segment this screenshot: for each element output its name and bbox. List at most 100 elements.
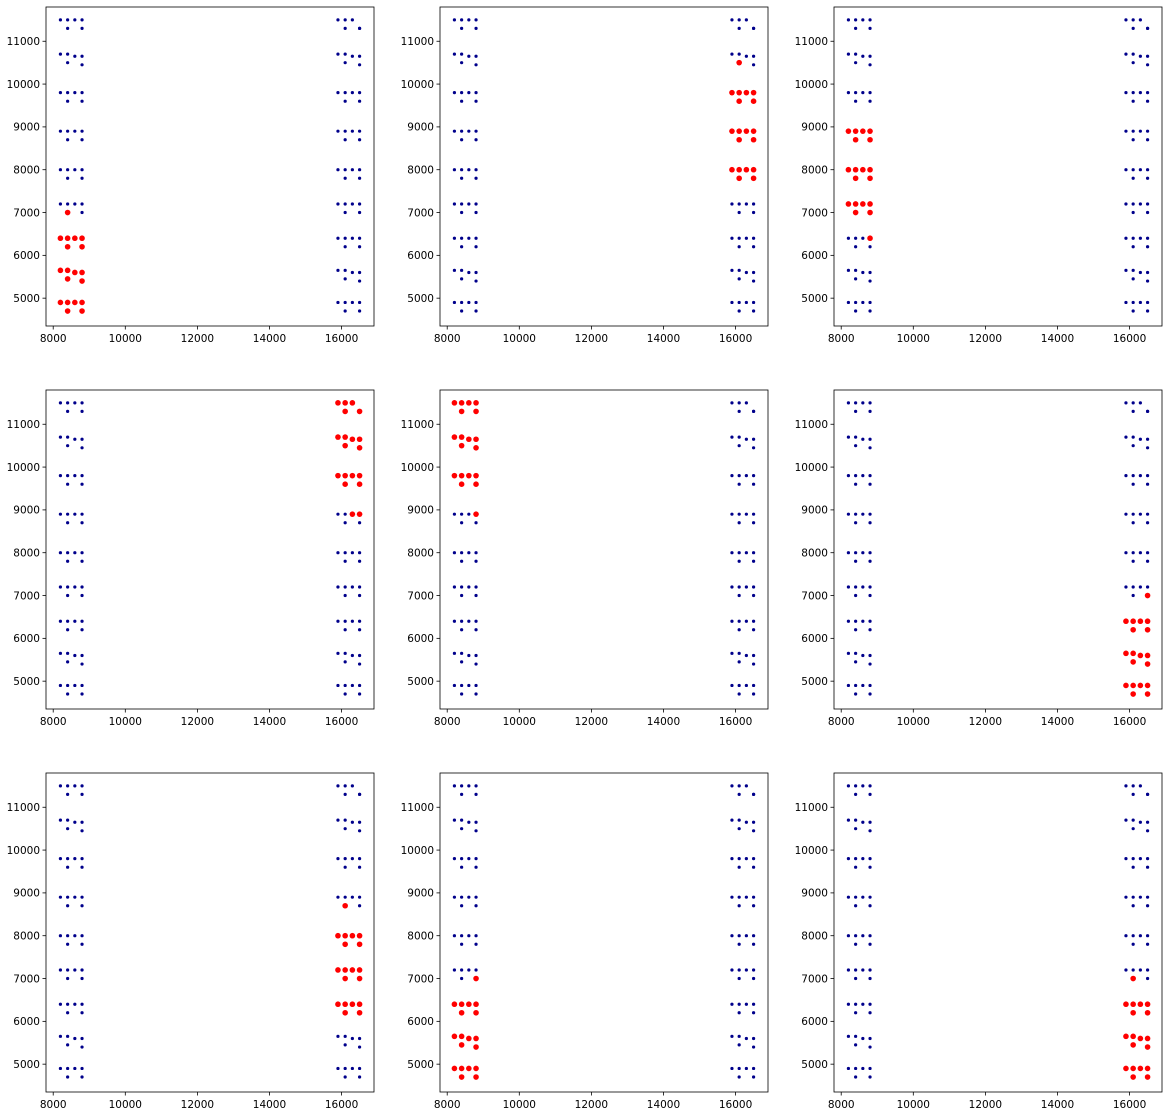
x-tick-label: 10000 bbox=[897, 716, 930, 728]
base-point bbox=[730, 651, 734, 655]
base-point bbox=[460, 551, 464, 555]
base-point bbox=[336, 236, 340, 240]
base-point bbox=[66, 784, 70, 788]
base-point bbox=[336, 202, 340, 206]
base-point bbox=[66, 934, 70, 938]
highlight-point bbox=[356, 481, 363, 488]
base-point bbox=[744, 968, 748, 972]
base-point bbox=[1138, 54, 1142, 58]
highlight-point bbox=[1130, 1001, 1136, 1008]
base-point bbox=[66, 168, 70, 172]
highlight-point bbox=[1130, 650, 1136, 657]
base-point bbox=[1131, 176, 1135, 180]
base-point bbox=[730, 52, 734, 56]
base-point bbox=[737, 1002, 741, 1006]
base-point bbox=[861, 91, 865, 95]
base-point bbox=[861, 1066, 865, 1071]
base-point bbox=[846, 18, 851, 22]
base-point bbox=[1131, 409, 1135, 414]
highlight-point bbox=[1130, 659, 1136, 665]
base-point bbox=[730, 934, 734, 938]
base-point bbox=[343, 559, 347, 563]
base-point bbox=[350, 91, 354, 95]
base-point bbox=[1131, 474, 1135, 478]
highlight-point bbox=[342, 408, 348, 415]
base-point bbox=[1145, 210, 1150, 215]
highlight-point bbox=[57, 235, 64, 242]
base-point bbox=[751, 1066, 756, 1071]
base-point bbox=[861, 401, 865, 405]
x-tick-label: 12000 bbox=[575, 1099, 608, 1111]
base-point bbox=[474, 210, 478, 215]
base-point bbox=[868, 692, 872, 696]
base-point bbox=[861, 653, 865, 658]
axes-frame bbox=[439, 772, 769, 1093]
base-point bbox=[854, 651, 858, 655]
base-point bbox=[854, 792, 858, 797]
x-tick-label: 12000 bbox=[181, 333, 214, 345]
base-point bbox=[1138, 437, 1142, 441]
base-point bbox=[452, 52, 457, 56]
base-point bbox=[854, 300, 858, 305]
highlight-point bbox=[64, 235, 71, 242]
base-point bbox=[751, 236, 756, 240]
base-point bbox=[460, 512, 464, 516]
base-point bbox=[343, 18, 347, 22]
base-point bbox=[474, 585, 478, 589]
base-point bbox=[854, 619, 858, 623]
base-point bbox=[66, 1066, 70, 1071]
base-point bbox=[58, 1002, 63, 1006]
y-tick-label: 9000 bbox=[13, 505, 40, 517]
base-point bbox=[80, 1011, 84, 1015]
highlight-point bbox=[1144, 1035, 1151, 1042]
base-point bbox=[1145, 26, 1150, 31]
base-point bbox=[737, 1043, 741, 1047]
highlight-point bbox=[458, 434, 465, 440]
base-point bbox=[58, 129, 63, 133]
base-point bbox=[474, 820, 478, 824]
base-point bbox=[58, 91, 63, 95]
highlight-point bbox=[736, 89, 742, 96]
base-point bbox=[474, 236, 478, 240]
highlight-point bbox=[750, 128, 757, 134]
base-point bbox=[343, 585, 347, 589]
base-point bbox=[737, 651, 741, 655]
y-tick-label: 5000 bbox=[407, 676, 434, 688]
highlight-point bbox=[1123, 1033, 1129, 1040]
highlight-point bbox=[342, 975, 348, 982]
highlight-point bbox=[473, 472, 479, 479]
highlight-point bbox=[1130, 975, 1136, 982]
base-point bbox=[357, 619, 362, 623]
base-point bbox=[1145, 300, 1150, 305]
base-point bbox=[1131, 559, 1135, 563]
y-tick-label: 6000 bbox=[801, 250, 828, 262]
base-point bbox=[751, 628, 756, 632]
base-point bbox=[350, 236, 354, 240]
base-point bbox=[73, 585, 77, 589]
base-point bbox=[66, 942, 70, 946]
base-point bbox=[474, 168, 478, 172]
base-point bbox=[474, 792, 478, 797]
base-point bbox=[467, 895, 471, 899]
highlight-point bbox=[852, 166, 859, 173]
base-point bbox=[1131, 585, 1135, 589]
base-point bbox=[1138, 129, 1142, 133]
base-point bbox=[751, 270, 756, 275]
base-point bbox=[846, 1002, 851, 1006]
highlight-point bbox=[867, 175, 873, 182]
y-tick-label: 10000 bbox=[795, 845, 828, 857]
highlight-point bbox=[750, 175, 757, 182]
highlight-point bbox=[1137, 682, 1144, 689]
base-point bbox=[846, 683, 851, 688]
base-point bbox=[1138, 784, 1142, 788]
base-point bbox=[452, 300, 457, 305]
base-point bbox=[460, 942, 464, 946]
base-point bbox=[66, 521, 70, 525]
base-point bbox=[474, 829, 478, 833]
highlight-point bbox=[743, 128, 750, 134]
base-point bbox=[846, 512, 851, 516]
base-point bbox=[1138, 857, 1142, 861]
base-point bbox=[730, 585, 734, 589]
base-point bbox=[1138, 968, 1142, 972]
base-point bbox=[854, 934, 858, 938]
